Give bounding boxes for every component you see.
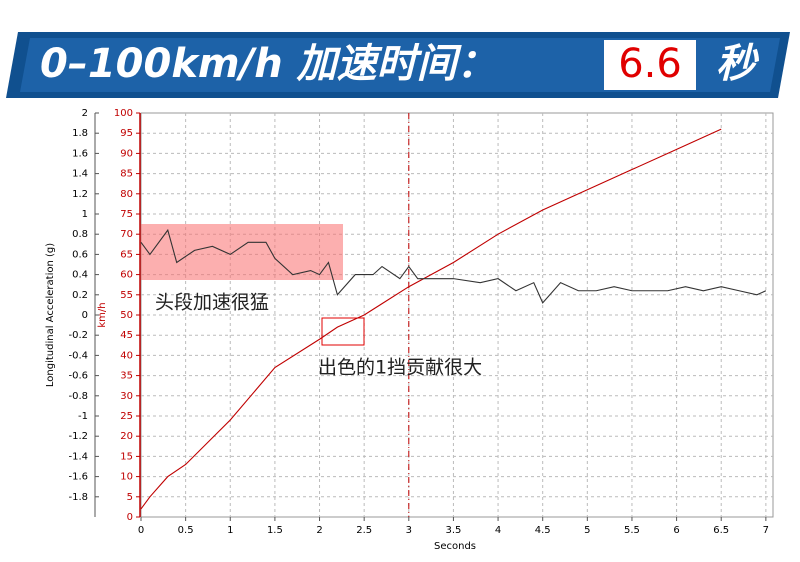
x-axis-label: Seconds <box>434 541 476 552</box>
y2-tick-label: 95 <box>120 128 133 139</box>
y-tick-label: 1.6 <box>72 148 88 159</box>
plot-frame <box>140 112 774 518</box>
y-tick-label: 0.8 <box>72 229 88 240</box>
annotation: 头段加速很猛 <box>155 292 269 314</box>
y2-tick-label: 35 <box>120 371 133 382</box>
x-tick-label: 0 <box>138 525 144 536</box>
y2-tick-label: 65 <box>120 249 133 260</box>
chart-title-value: 6.6 <box>618 41 682 87</box>
y2-tick-label: 100 <box>114 108 133 119</box>
annotation: 出色的1挡贡献很大 <box>318 357 482 379</box>
x-tick-label: 6 <box>673 525 679 536</box>
y2-tick-label: 20 <box>120 431 133 442</box>
y-tick-label: 1.2 <box>72 189 88 200</box>
x-tick-label: 4.5 <box>535 525 551 536</box>
y-tick-label: -1.6 <box>68 472 88 483</box>
y-tick-label: -1.8 <box>68 492 88 503</box>
y-tick-label: -1 <box>78 411 88 422</box>
x-tick-label: 7 <box>763 525 769 536</box>
chart-title-unit: 秒 <box>716 41 759 87</box>
y2-tick-label: 55 <box>120 290 133 301</box>
x-tick-label: 3.5 <box>445 525 461 536</box>
y2-tick-label: 25 <box>120 411 133 422</box>
y2-tick-label: 15 <box>120 451 133 462</box>
y-tick-label: 1.8 <box>72 128 88 139</box>
x-tick-label: 0.5 <box>178 525 194 536</box>
x-tick-label: 1 <box>227 525 233 536</box>
x-tick-label: 3 <box>406 525 412 536</box>
y2-tick-label: 70 <box>120 229 133 240</box>
title-banner-inner <box>20 38 780 92</box>
annotation-box <box>321 317 365 346</box>
y-tick-label: 0.2 <box>72 290 88 301</box>
y2-tick-label: 75 <box>120 209 133 220</box>
y2-tick-label: 0 <box>127 512 133 523</box>
y2-tick-label: 50 <box>120 310 133 321</box>
y2-tick-label: 60 <box>120 270 133 281</box>
y-tick-label: -0.4 <box>68 350 88 361</box>
y2-tick-label: 40 <box>120 350 133 361</box>
x-tick-label: 2.5 <box>356 525 372 536</box>
title-highlight <box>604 40 696 90</box>
y-tick-label: -1.4 <box>68 451 88 462</box>
series-line <box>140 128 722 510</box>
y-tick-label: -0.8 <box>68 391 88 402</box>
y2-tick-label: 5 <box>127 492 133 503</box>
y2-tick-label: 85 <box>120 169 133 180</box>
y2-tick-label: 10 <box>120 472 133 483</box>
y-tick-label: 0.6 <box>72 249 88 260</box>
y-tick-label: 2 <box>82 108 88 119</box>
x-tick-label: 1.5 <box>267 525 283 536</box>
y2-tick-label: 80 <box>120 189 133 200</box>
series-line <box>140 228 767 304</box>
x-tick-label: 4 <box>495 525 501 536</box>
x-tick-label: 5 <box>584 525 590 536</box>
y-tick-label: -1.2 <box>68 431 88 442</box>
y-tick-label: -0.6 <box>68 371 88 382</box>
y-tick-label: 1 <box>82 209 88 220</box>
y-tick-label: 1.4 <box>72 169 88 180</box>
y-tick-label: 0 <box>82 310 88 321</box>
y2-axis-label: km/h <box>97 302 108 327</box>
x-tick-label: 6.5 <box>713 525 729 536</box>
y-axis-label: Longitudinal Acceleration (g) <box>45 243 56 387</box>
y2-tick-label: 30 <box>120 391 133 402</box>
x-tick-label: 5.5 <box>624 525 640 536</box>
y2-tick-label: 45 <box>120 330 133 341</box>
chart-title: 0–100km/h 加速时间： <box>40 41 497 87</box>
y-tick-label: -0.2 <box>68 330 88 341</box>
y-tick-label: 0.4 <box>72 270 88 281</box>
y2-tick-label: 90 <box>120 148 133 159</box>
x-tick-label: 2 <box>316 525 322 536</box>
